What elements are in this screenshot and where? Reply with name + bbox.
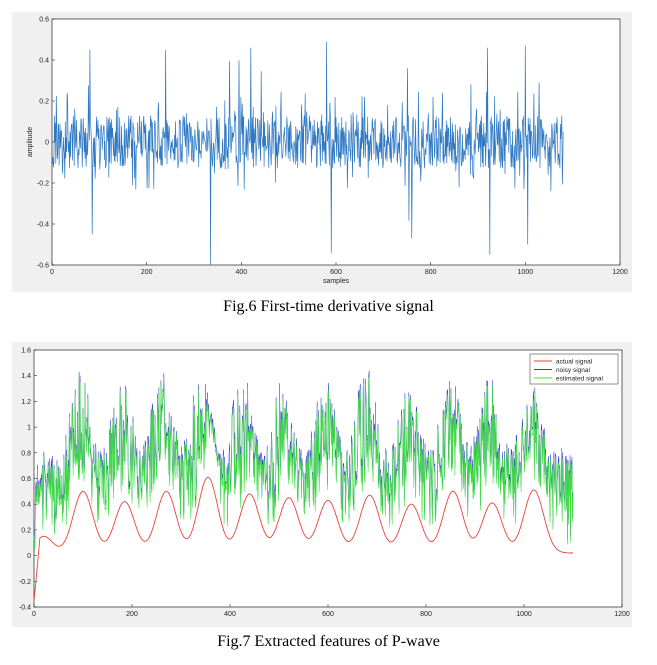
y-tick-label: 1.4 [21,373,31,380]
derivative-series-line [52,41,564,266]
estimated-signal-line [33,375,574,550]
y-tick-label: 0.8 [21,450,31,457]
figure-7-caption: Fig.7 Extracted features of P-wave [217,633,440,650]
y-tick-label: 0.6 [39,17,49,24]
x-tick-label: 200 [141,269,153,276]
x-tick-label: 600 [330,269,342,276]
x-tick-label: 1000 [518,269,534,276]
y-tick-label: 0.6 [21,476,31,483]
y-tick-label: 0.4 [21,502,31,509]
y-axis-label: amplitude [27,127,34,157]
x-tick-label: 0 [32,611,36,618]
actual-signal-line [33,476,573,601]
y-tick-label: -0.4 [37,222,49,229]
y-tick-label: -0.6 [37,263,49,270]
legend-label: actual signal [556,358,593,365]
y-tick-label: 0.2 [39,99,49,106]
x-tick-label: 0 [50,269,54,276]
x-tick-label: 600 [322,611,334,618]
figure-6-caption: Fig.6 First-time derivative signal [223,298,434,315]
x-tick-label: 800 [420,611,432,618]
derivative-chart: 0 200 400 600 800 1000 1200 -0.6 -0.4 -0.2 0 0.2 0.4… [27,17,628,286]
figure-6-panel: 0 200 400 600 800 1000 1200 -0.6 -0.4 -0.2 0 0.2 0.4… [12,12,632,292]
y-tick-label: 0 [27,553,31,560]
x-tick-label: 1200 [614,611,630,618]
figure-7-panel: 0 200 400 600 800 1000 1200 -0.4 -0.2 0 0.2 0.4 0.6 0… [12,342,632,627]
y-tick-label: 1.6 [21,348,31,355]
y-tick-label: 0 [45,140,49,147]
x-tick-label: 1200 [612,269,628,276]
y-tick-label: 1 [27,425,31,432]
x-tick-label: 400 [235,269,247,276]
y-tick-label: -0.2 [37,181,49,188]
y-tick-label: 0.4 [39,58,49,65]
legend-label: noisy signal [556,367,591,374]
x-axis-label: samples [323,278,350,285]
x-tick-label: 1000 [516,611,532,618]
x-tick-label: 800 [425,269,437,276]
legend-label: estimated signal [556,375,604,382]
y-tick-label: 0.2 [21,527,31,534]
y-tick-label: 1.2 [21,399,31,406]
y-tick-label: -0.4 [19,605,31,612]
x-tick-label: 200 [126,611,138,618]
y-tick-label: -0.2 [19,579,31,586]
pwave-chart: 0 200 400 600 800 1000 1200 -0.4 -0.2 0 0.2 0.4 0.6 0… [19,348,630,619]
x-tick-label: 400 [224,611,236,618]
